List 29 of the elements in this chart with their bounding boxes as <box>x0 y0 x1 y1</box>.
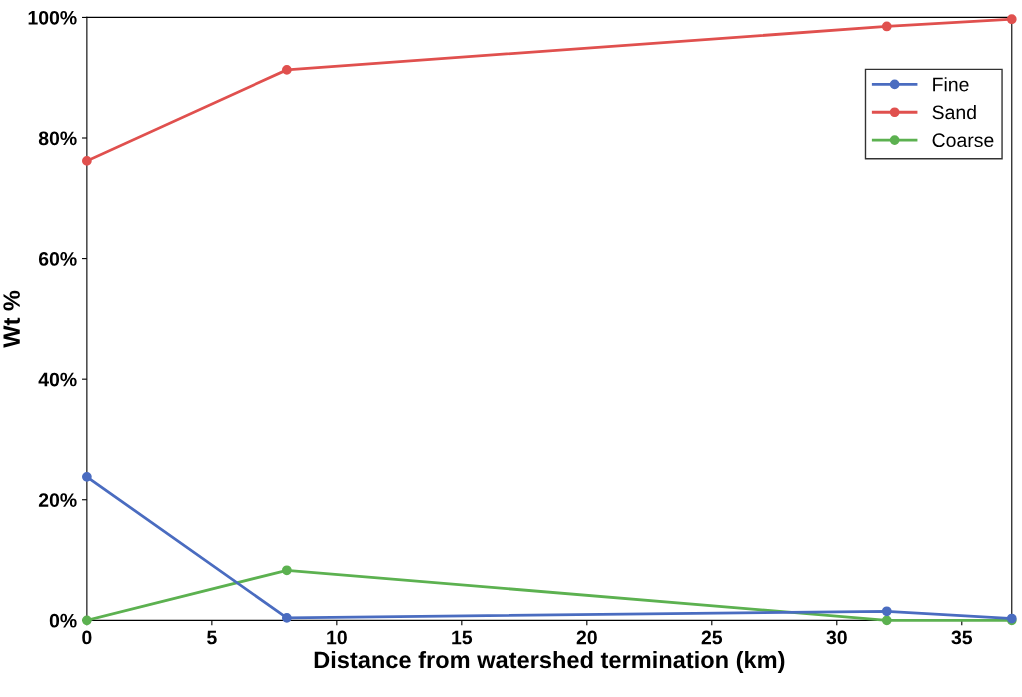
x-tick-label: 0 <box>82 630 92 645</box>
point <box>281 65 292 75</box>
point <box>881 606 892 617</box>
point <box>881 615 892 626</box>
x-tick-label: 30 <box>826 630 847 645</box>
x-tick-label: 35 <box>951 630 973 645</box>
point <box>281 565 292 576</box>
x-tick-label: 15 <box>452 630 473 645</box>
legend-label: Fine <box>933 77 969 92</box>
y-tick-label: 40% <box>38 372 77 387</box>
x-tick-label: 25 <box>701 630 723 645</box>
point <box>1006 14 1017 25</box>
y-tick-label: 100% <box>28 10 77 25</box>
x-tick-label: 20 <box>576 630 597 645</box>
point <box>281 613 292 623</box>
point <box>82 471 92 482</box>
point <box>82 156 92 166</box>
x-tick-label: 5 <box>207 630 217 645</box>
legend-label: Coarse <box>932 133 994 148</box>
point <box>881 21 892 32</box>
x-axis-title: Distance from watershed termination (km) <box>314 650 785 673</box>
legend-label: Sand <box>932 104 976 120</box>
y-tick-label: 20% <box>38 493 77 507</box>
y-tick-label: 60% <box>38 252 77 266</box>
x-tick-label: 10 <box>327 630 347 645</box>
y-axis-title: Wt % <box>3 290 20 348</box>
y-tick-label: 0% <box>49 613 77 628</box>
point <box>82 615 92 626</box>
y-tick-label: 80% <box>38 131 77 146</box>
